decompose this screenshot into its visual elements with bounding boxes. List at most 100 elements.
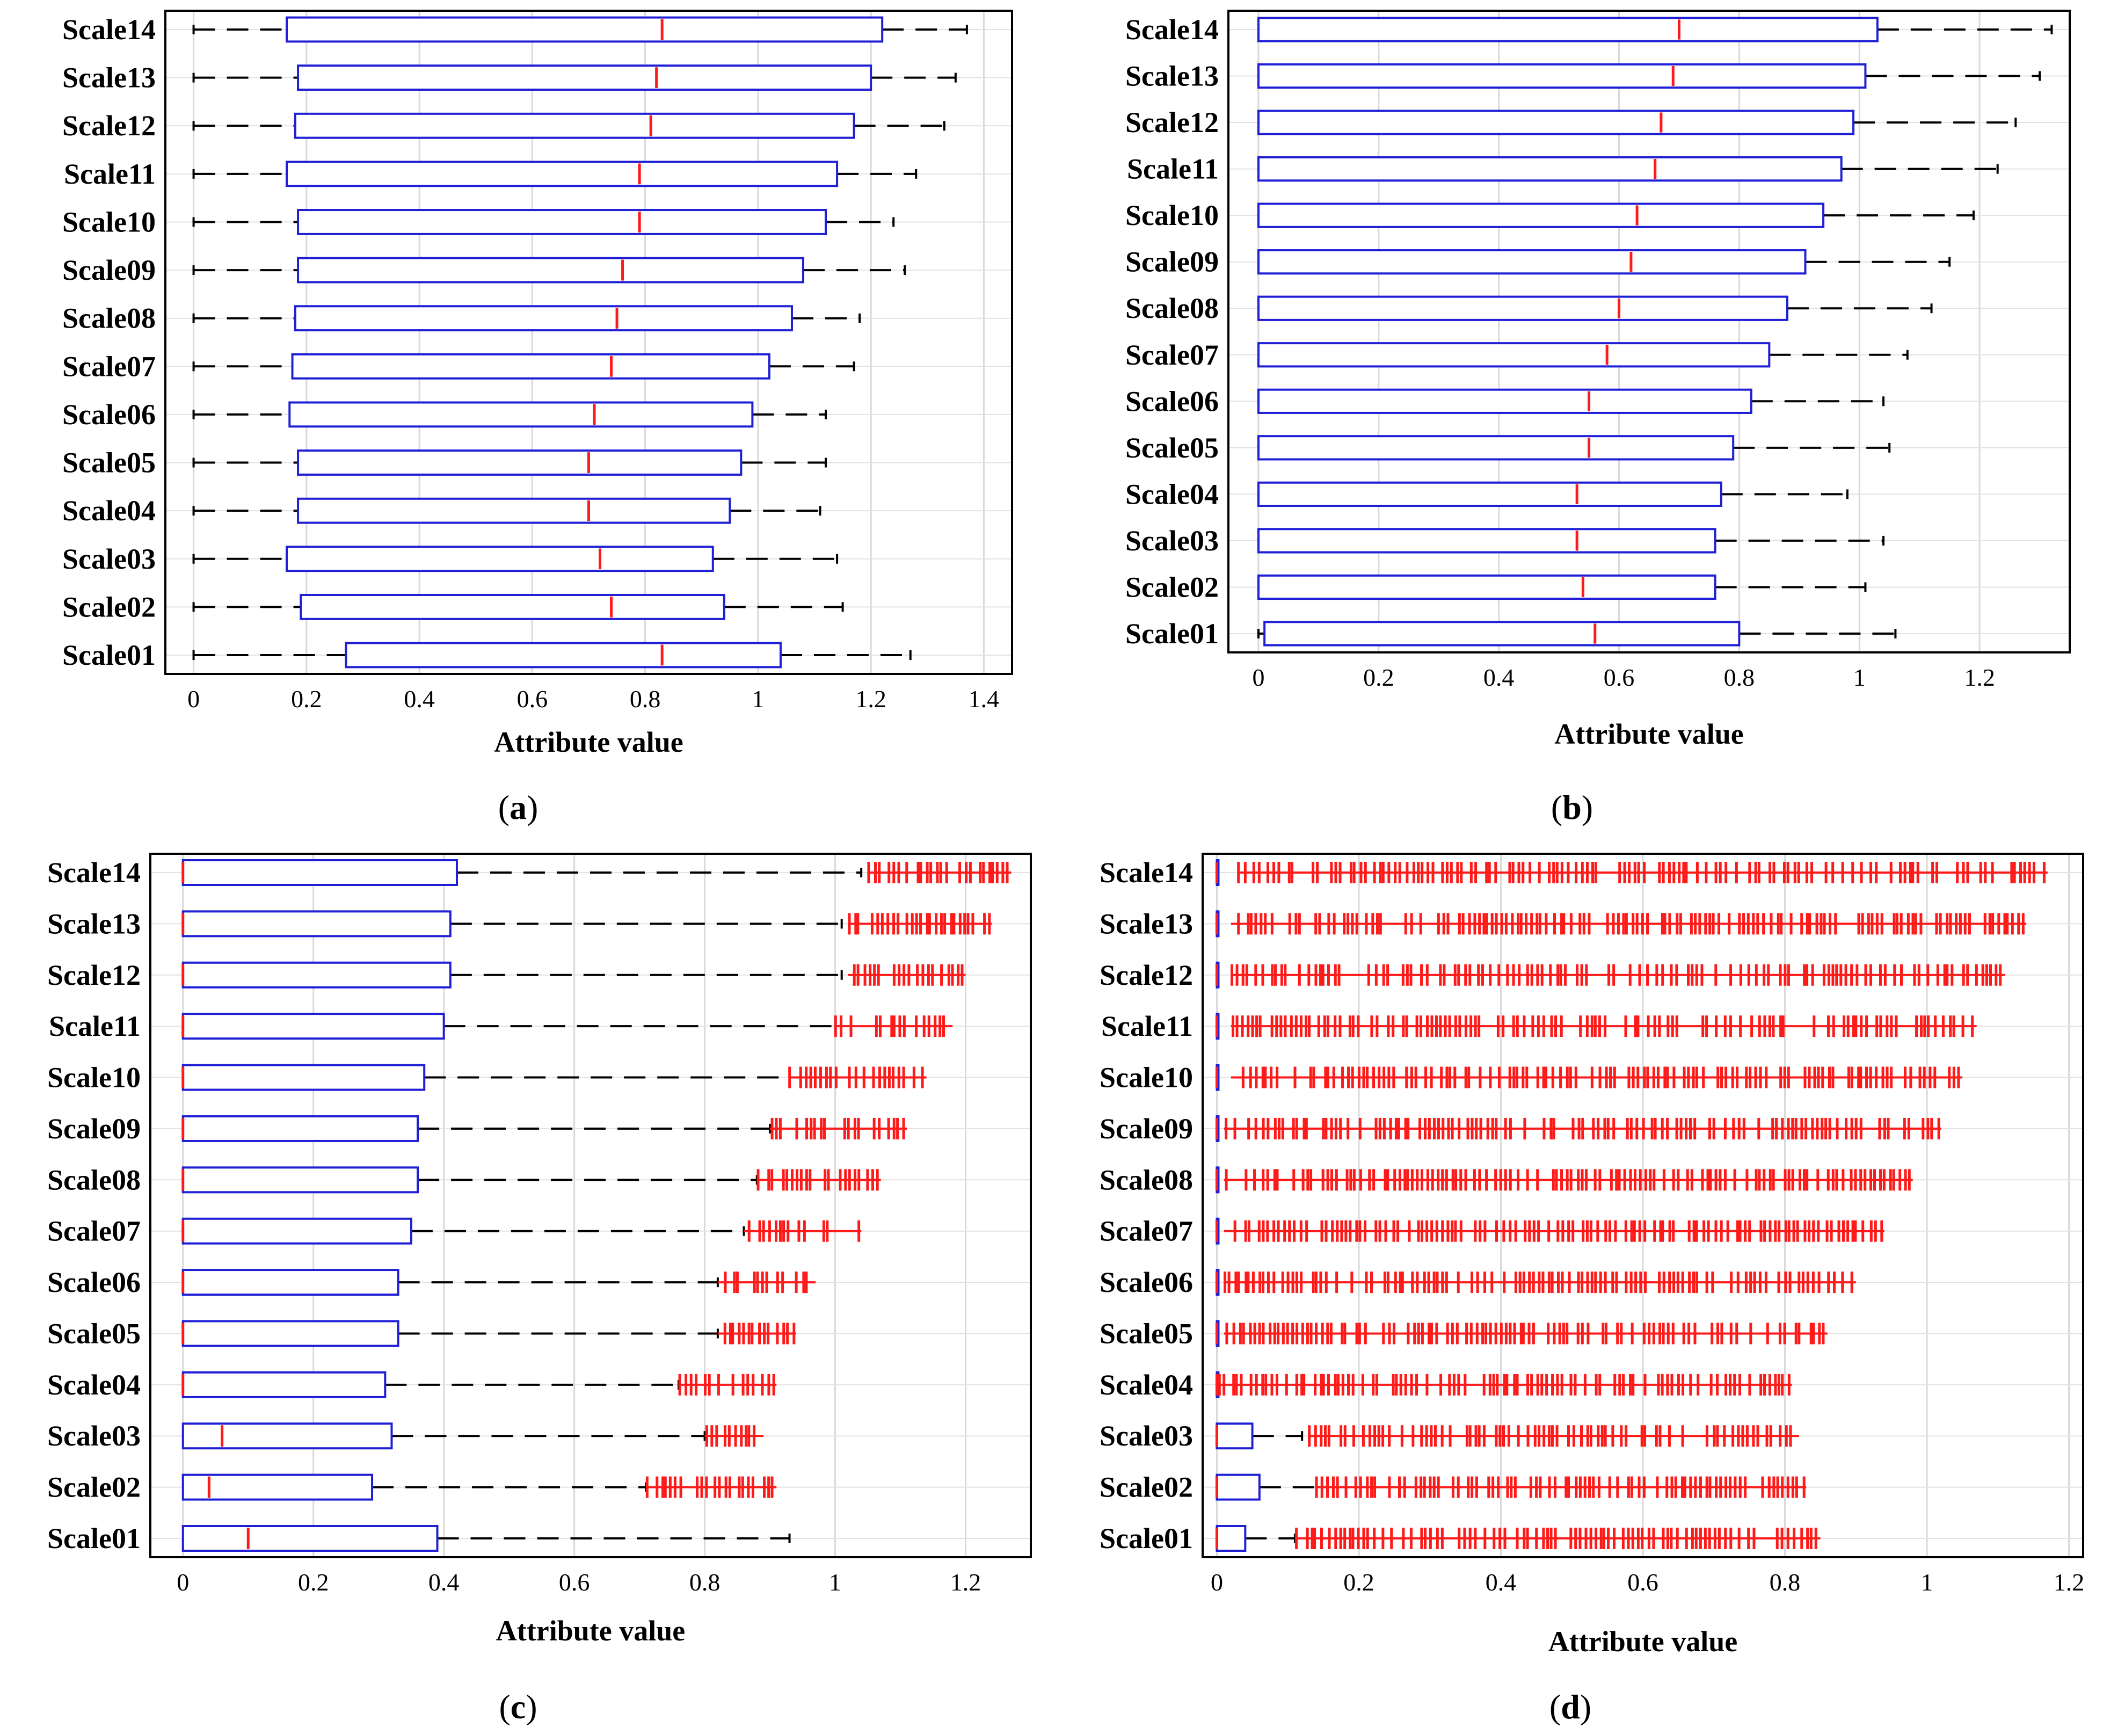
outlier-marks <box>1231 1015 1977 1037</box>
x-tick-label: 1.2 <box>855 685 886 713</box>
box-scale08 <box>192 305 861 332</box>
box-scale04 <box>181 1371 777 1398</box>
outlier-marks <box>756 1169 881 1191</box>
box-scale13 <box>1257 63 2041 89</box>
box-iqr <box>1216 1422 1254 1450</box>
outlier-marks <box>867 862 1012 883</box>
box-scale14 <box>1257 17 2053 42</box>
box-iqr <box>1216 1473 1261 1501</box>
y-tick-label: Scale13 <box>1125 60 1219 92</box>
box-iqr <box>1257 528 1716 554</box>
panel-a: Scale14 Scale13 Scale12 Scale11 Scale10 Scale… <box>62 10 1013 826</box>
y-tick-label: Scale10 <box>47 1062 141 1094</box>
box-iqr <box>181 1525 439 1552</box>
y-tick-label: Scale11 <box>64 158 156 190</box>
y-tick-label: Scale03 <box>1100 1420 1193 1452</box>
outlier-marks <box>1231 964 2005 986</box>
box-scale07 <box>192 353 855 380</box>
y-tick-label: Scale07 <box>1125 339 1219 371</box>
x-tick-label: 0.4 <box>404 685 435 713</box>
box-iqr <box>1216 1525 1247 1552</box>
y-tick-label: Scale03 <box>1125 525 1219 557</box>
box-scale13 <box>192 64 957 91</box>
box-iqr <box>286 161 839 187</box>
box-scale11 <box>1257 156 1999 182</box>
outlier-marks <box>1224 1169 1913 1191</box>
box-iqr <box>291 353 770 380</box>
y-tick-label: Scale07 <box>1100 1215 1193 1247</box>
box-scale02 <box>192 593 844 620</box>
box-scale04 <box>192 497 821 524</box>
box-scale05 <box>181 1320 796 1347</box>
box-iqr <box>1257 435 1735 461</box>
x-tick-label: 0.8 <box>630 685 661 713</box>
box-scale03 <box>1215 1422 1799 1450</box>
y-tick-label: Scale11 <box>1101 1010 1193 1042</box>
y-tick-label: Scale01 <box>1125 618 1219 650</box>
box-iqr <box>1263 621 1741 647</box>
box-scale06 <box>192 401 827 428</box>
box-scale08 <box>1257 295 1933 321</box>
y-tick-label: Scale09 <box>62 254 156 286</box>
outlier-marks <box>1237 862 2048 883</box>
panel-b: Scale14 Scale13 Scale12 Scale11 Scale10 Scale… <box>1125 10 2071 826</box>
y-tick-label: Scale12 <box>1100 959 1193 991</box>
box-iqr <box>1257 249 1807 275</box>
outlier-marks <box>1224 1323 1828 1345</box>
box-scale05 <box>192 449 827 476</box>
y-tick-label: Scale08 <box>62 302 156 335</box>
outlier-marks <box>704 1425 763 1447</box>
box-iqr <box>1257 202 1825 228</box>
box-scale05 <box>1215 1320 1828 1347</box>
y-tick-label: Scale09 <box>1125 246 1219 278</box>
box-scale06 <box>1215 1269 1856 1296</box>
outlier-marks <box>1224 1117 1941 1139</box>
outlier-marks <box>717 1323 796 1345</box>
box-iqr <box>297 64 872 91</box>
box-scale03 <box>181 1422 763 1450</box>
y-tick-label: Scale14 <box>1100 856 1193 889</box>
box-scale02 <box>181 1473 777 1501</box>
y-tick-label: Scale08 <box>1100 1164 1193 1196</box>
outlier-marks <box>1231 1066 1963 1088</box>
y-tick-label: Scale03 <box>62 543 156 575</box>
box-iqr <box>1257 295 1788 321</box>
y-tick-label: Scale04 <box>62 495 156 527</box>
x-tick-label: 0.4 <box>1483 664 1515 691</box>
outlier-marks <box>717 1272 816 1294</box>
box-iqr <box>286 546 714 572</box>
box-iqr <box>1257 481 1722 507</box>
y-tick-label: Scale03 <box>47 1420 141 1452</box>
box-iqr <box>297 497 731 524</box>
box-scale11 <box>181 1013 953 1040</box>
y-tick-label: Scale01 <box>47 1522 141 1555</box>
x-tick-label: 0.6 <box>517 685 548 713</box>
box-scale08 <box>181 1166 881 1194</box>
x-tick-label: 0.2 <box>1363 664 1394 691</box>
y-tick-label: Scale07 <box>47 1215 141 1247</box>
box-iqr <box>1257 156 1843 182</box>
y-tick-label: Scale13 <box>62 62 156 94</box>
box-scale09 <box>1215 1115 1941 1142</box>
outlier-marks <box>678 1374 777 1396</box>
box-scale10 <box>181 1064 927 1091</box>
x-tick-label: 0.4 <box>428 1568 460 1596</box>
x-tick-label: 0.6 <box>1627 1568 1658 1596</box>
y-tick-label: Scale06 <box>1125 385 1219 417</box>
y-tick-label: Scale09 <box>1100 1113 1193 1145</box>
box-iqr <box>297 449 743 476</box>
box-scale09 <box>181 1115 907 1142</box>
x-tick-label: 1 <box>829 1568 841 1596</box>
box-scale13 <box>1215 910 2027 938</box>
box-iqr <box>181 1217 412 1245</box>
y-tick-label: Scale13 <box>47 907 141 940</box>
outlier-marks <box>834 1015 953 1037</box>
box-iqr <box>1257 574 1716 600</box>
box-scale03 <box>1257 528 1885 554</box>
box-scale02 <box>1257 574 1867 600</box>
panel-caption: (c) <box>499 1688 537 1726</box>
y-tick-label: Scale02 <box>1100 1471 1193 1503</box>
box-scale01 <box>192 642 912 669</box>
box-scale04 <box>1215 1371 1792 1398</box>
box-scale10 <box>192 209 895 235</box>
